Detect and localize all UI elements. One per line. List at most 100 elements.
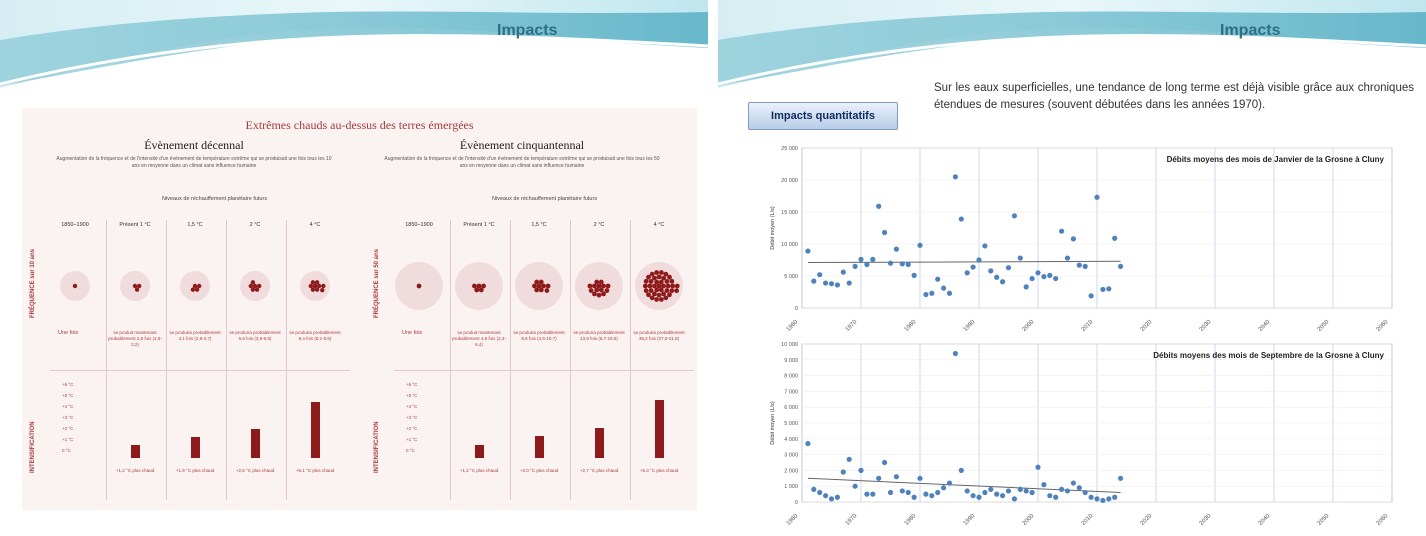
x-tick-label: 2010 (1081, 513, 1095, 527)
data-point (941, 285, 947, 291)
data-point (858, 256, 864, 262)
data-point (823, 280, 829, 286)
data-point (1047, 272, 1053, 278)
event-dot (190, 287, 196, 292)
y-tick-label: 6 000 (784, 405, 798, 411)
y-tick-label: 1 000 (784, 484, 798, 490)
y-tick-label: 25 000 (781, 146, 798, 152)
intensity-label: +5,1 °C plus chaud (295, 468, 335, 473)
warming-level-header: 1,5 °C (187, 222, 203, 228)
x-tick-label: 1990 (963, 319, 977, 333)
event-dot (663, 271, 669, 277)
climate-extremes-figure: Extrêmes chauds au-dessus des terres éme… (22, 108, 697, 510)
event-dot (534, 279, 540, 285)
event-dot (658, 270, 664, 275)
intensity-bar (251, 429, 260, 458)
x-tick-label: 2030 (1199, 513, 1213, 527)
intensity-bar (655, 399, 664, 458)
data-point (1082, 263, 1088, 269)
data-point (1017, 255, 1023, 261)
data-point (846, 456, 852, 462)
data-point (876, 203, 882, 209)
event-dot (664, 279, 670, 284)
event-dot (250, 287, 256, 292)
event-dot (532, 283, 537, 289)
event-dot (661, 283, 666, 289)
x-tick-label: 2050 (1317, 319, 1331, 333)
data-point (828, 281, 835, 287)
event-dot (538, 287, 544, 293)
figure-title: Extrêmes chauds au-dessus des terres éme… (245, 118, 474, 132)
data-point (976, 257, 982, 263)
data-point (840, 269, 846, 275)
x-tick-label: 2060 (1376, 513, 1390, 527)
data-point (935, 489, 941, 496)
y-axis-label: Débit moyen (L/s) (770, 206, 776, 250)
row-divider (394, 370, 694, 371)
data-point (1041, 274, 1047, 280)
frequency-text: se produira probablement 9,4 fois (8,1-9… (289, 330, 341, 341)
data-point (1011, 496, 1017, 502)
data-point (1094, 194, 1100, 200)
data-point (911, 494, 917, 500)
frequency-text: se produira probablement 13,9 fois (6,7-… (573, 330, 625, 341)
data-point (923, 491, 929, 497)
x-tick-label: 1970 (845, 319, 859, 333)
event-dot (314, 280, 320, 285)
data-point (1059, 228, 1065, 234)
y-tick-label: 7 000 (784, 389, 798, 395)
event-dot (642, 283, 648, 289)
data-point (1088, 293, 1094, 299)
event-dot (320, 287, 325, 293)
data-point (1023, 284, 1029, 290)
event-dot (598, 287, 604, 293)
data-point (1064, 488, 1071, 494)
data-point (834, 494, 840, 500)
warming-level-header: 1850–1900 (405, 222, 433, 228)
warming-level-header: 4 °C (309, 222, 321, 228)
event-dot (667, 274, 672, 280)
data-point (1076, 485, 1082, 491)
data-point (876, 475, 882, 481)
intensity-label: +1,9 °C plus chaud (175, 468, 215, 473)
data-point (805, 248, 811, 254)
data-point (1035, 270, 1041, 276)
impacts-quantitatifs-button[interactable]: Impacts quantitatifs (748, 102, 898, 130)
slide-right: Impacts Impacts quantitatifs Sur les eau… (718, 0, 1426, 536)
x-tick-label: 1980 (904, 319, 918, 333)
intensity-bar (535, 436, 544, 458)
data-point (964, 488, 970, 494)
data-point (811, 278, 817, 284)
x-tick-label: 2020 (1140, 319, 1154, 333)
x-tick-label: 1970 (845, 513, 859, 527)
intensity-tick: 0 °C (406, 448, 415, 453)
column-divider (630, 220, 631, 500)
y-tick-label: 0 (795, 500, 798, 506)
data-point (1118, 475, 1124, 481)
data-point (858, 467, 864, 473)
intensity-label: +2,0 °C plus chaud (519, 468, 559, 473)
event-dot (658, 279, 664, 285)
warming-level-header: Présent 1 °C (119, 222, 151, 228)
intensity-tick: +4 °C (406, 404, 418, 409)
event-dots (190, 283, 202, 292)
intensity-label: +2,7 °C plus chaud (579, 468, 619, 473)
event-dot (312, 283, 318, 289)
intensity-tick: +1 °C (62, 437, 74, 442)
event-dot (594, 279, 600, 285)
data-point (1029, 489, 1035, 496)
data-point (852, 483, 858, 489)
y-tick-label: 2 000 (784, 468, 798, 474)
y-tick-label: 10 000 (781, 342, 798, 348)
event-dot (652, 283, 657, 289)
data-point (1070, 480, 1076, 486)
event-dot (545, 283, 551, 289)
event-dot (656, 283, 662, 289)
data-point (1005, 265, 1012, 271)
event-dot (254, 287, 260, 292)
data-point (1017, 486, 1023, 492)
data-point (864, 491, 870, 497)
event-dot (594, 287, 600, 293)
event-title-cinquantennal: Évènement cinquantennal (459, 138, 585, 152)
row-divider (50, 370, 350, 371)
